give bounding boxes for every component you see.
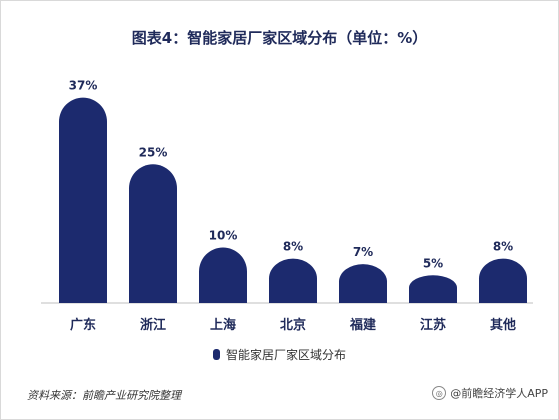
- data-label-2: 25%: [139, 145, 168, 159]
- data-label-4: 8%: [283, 240, 303, 254]
- x-tick-label-6: 江苏: [420, 317, 446, 333]
- legend-swatch: [212, 349, 220, 360]
- x-tick-label-3: 上海: [210, 317, 236, 333]
- x-tick-label-5: 福建: [349, 317, 376, 333]
- data-label-3: 10%: [209, 229, 238, 243]
- brand-label: @前瞻经济学人APP: [450, 387, 548, 400]
- data-label-6: 5%: [423, 256, 443, 270]
- bar-5: [339, 264, 387, 303]
- data-label-7: 8%: [493, 240, 513, 254]
- x-tick-label-4: 北京: [280, 317, 306, 333]
- bar-chart: 37% 广东 25% 浙江 10% 上海 8% 北京 7% 福建 5% 江苏 8% 其他: [41, 79, 533, 333]
- data-label-5: 7%: [353, 245, 373, 259]
- bar-3: [199, 247, 247, 303]
- bar-2: [129, 164, 177, 303]
- bar-4: [269, 258, 317, 303]
- x-tick-label-1: 广东: [70, 317, 96, 333]
- legend-label: 智能家居厂家区域分布: [225, 348, 346, 362]
- bar-6: [409, 275, 457, 303]
- x-tick-label-2: 浙江: [140, 317, 166, 333]
- bar-1: [59, 97, 107, 304]
- brand-watermark: ◎ @前瞻经济学人APP: [432, 385, 548, 401]
- source-note: 资料来源：前瞻产业研究院整理: [27, 389, 181, 402]
- data-label-1: 37%: [69, 79, 98, 93]
- x-tick-label-7: 其他: [490, 317, 516, 333]
- chart-title: 图表4：智能家居厂家区域分布（单位：%）: [131, 29, 428, 47]
- legend: 智能家居厂家区域分布: [1, 346, 558, 363]
- bar-7: [479, 258, 527, 303]
- brand-logo-icon: ◎: [432, 386, 447, 400]
